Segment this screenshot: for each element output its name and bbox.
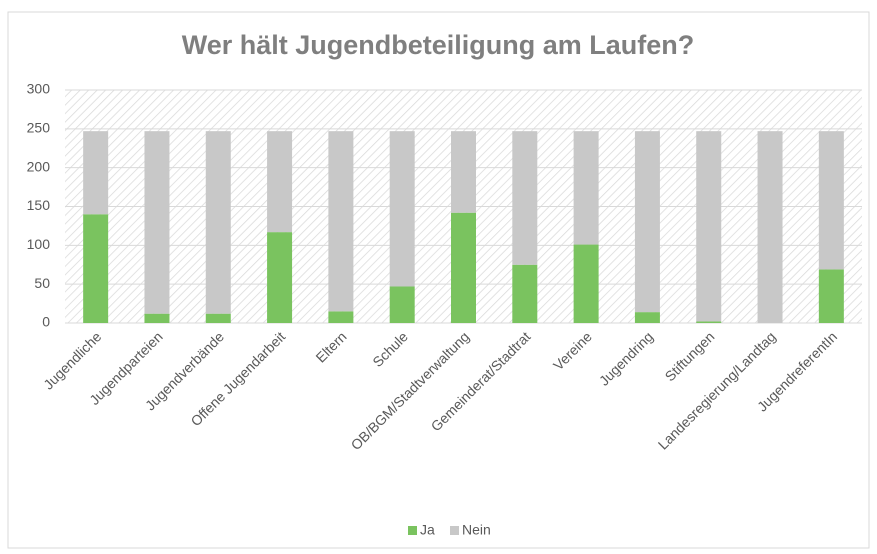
y-tick-label: 250 [27, 120, 51, 136]
bar-segment [144, 131, 170, 314]
chart-title: Wer hält Jugendbeteiligung am Laufen? [182, 30, 695, 60]
bar-segment [267, 131, 293, 233]
bar-segment [573, 244, 599, 323]
bar-segment [83, 214, 109, 323]
y-tick-label: 150 [27, 197, 51, 213]
bar-segment [818, 269, 844, 323]
bar-segment [451, 131, 476, 213]
bar-segment [573, 131, 599, 245]
bar-segment [267, 232, 293, 323]
bar-segment [328, 131, 354, 312]
legend-label: Nein [462, 522, 491, 538]
y-tick-label: 100 [27, 236, 51, 252]
bar-segment [83, 131, 109, 215]
legend-swatch [408, 526, 417, 535]
bar-segment [389, 131, 415, 287]
y-tick-label: 0 [42, 314, 50, 330]
bar-segment [144, 313, 170, 323]
bar-segment [757, 131, 783, 323]
legend-swatch [450, 526, 459, 535]
bar-segment [696, 321, 722, 323]
bar-segment [205, 131, 231, 314]
bar-segment [512, 131, 538, 265]
y-tick-label: 50 [34, 275, 50, 291]
bar-segment [389, 286, 415, 323]
bar-segment [818, 131, 844, 270]
bar-segment [696, 131, 722, 322]
legend-label: Ja [420, 522, 435, 538]
y-tick-label: 300 [27, 81, 51, 97]
bar-segment [634, 131, 660, 313]
bar-segment [634, 312, 660, 323]
bar-segment [205, 313, 231, 323]
bar-segment [451, 212, 476, 323]
y-tick-label: 200 [27, 158, 51, 174]
bar-segment [328, 311, 354, 323]
bar-segment [512, 264, 538, 323]
